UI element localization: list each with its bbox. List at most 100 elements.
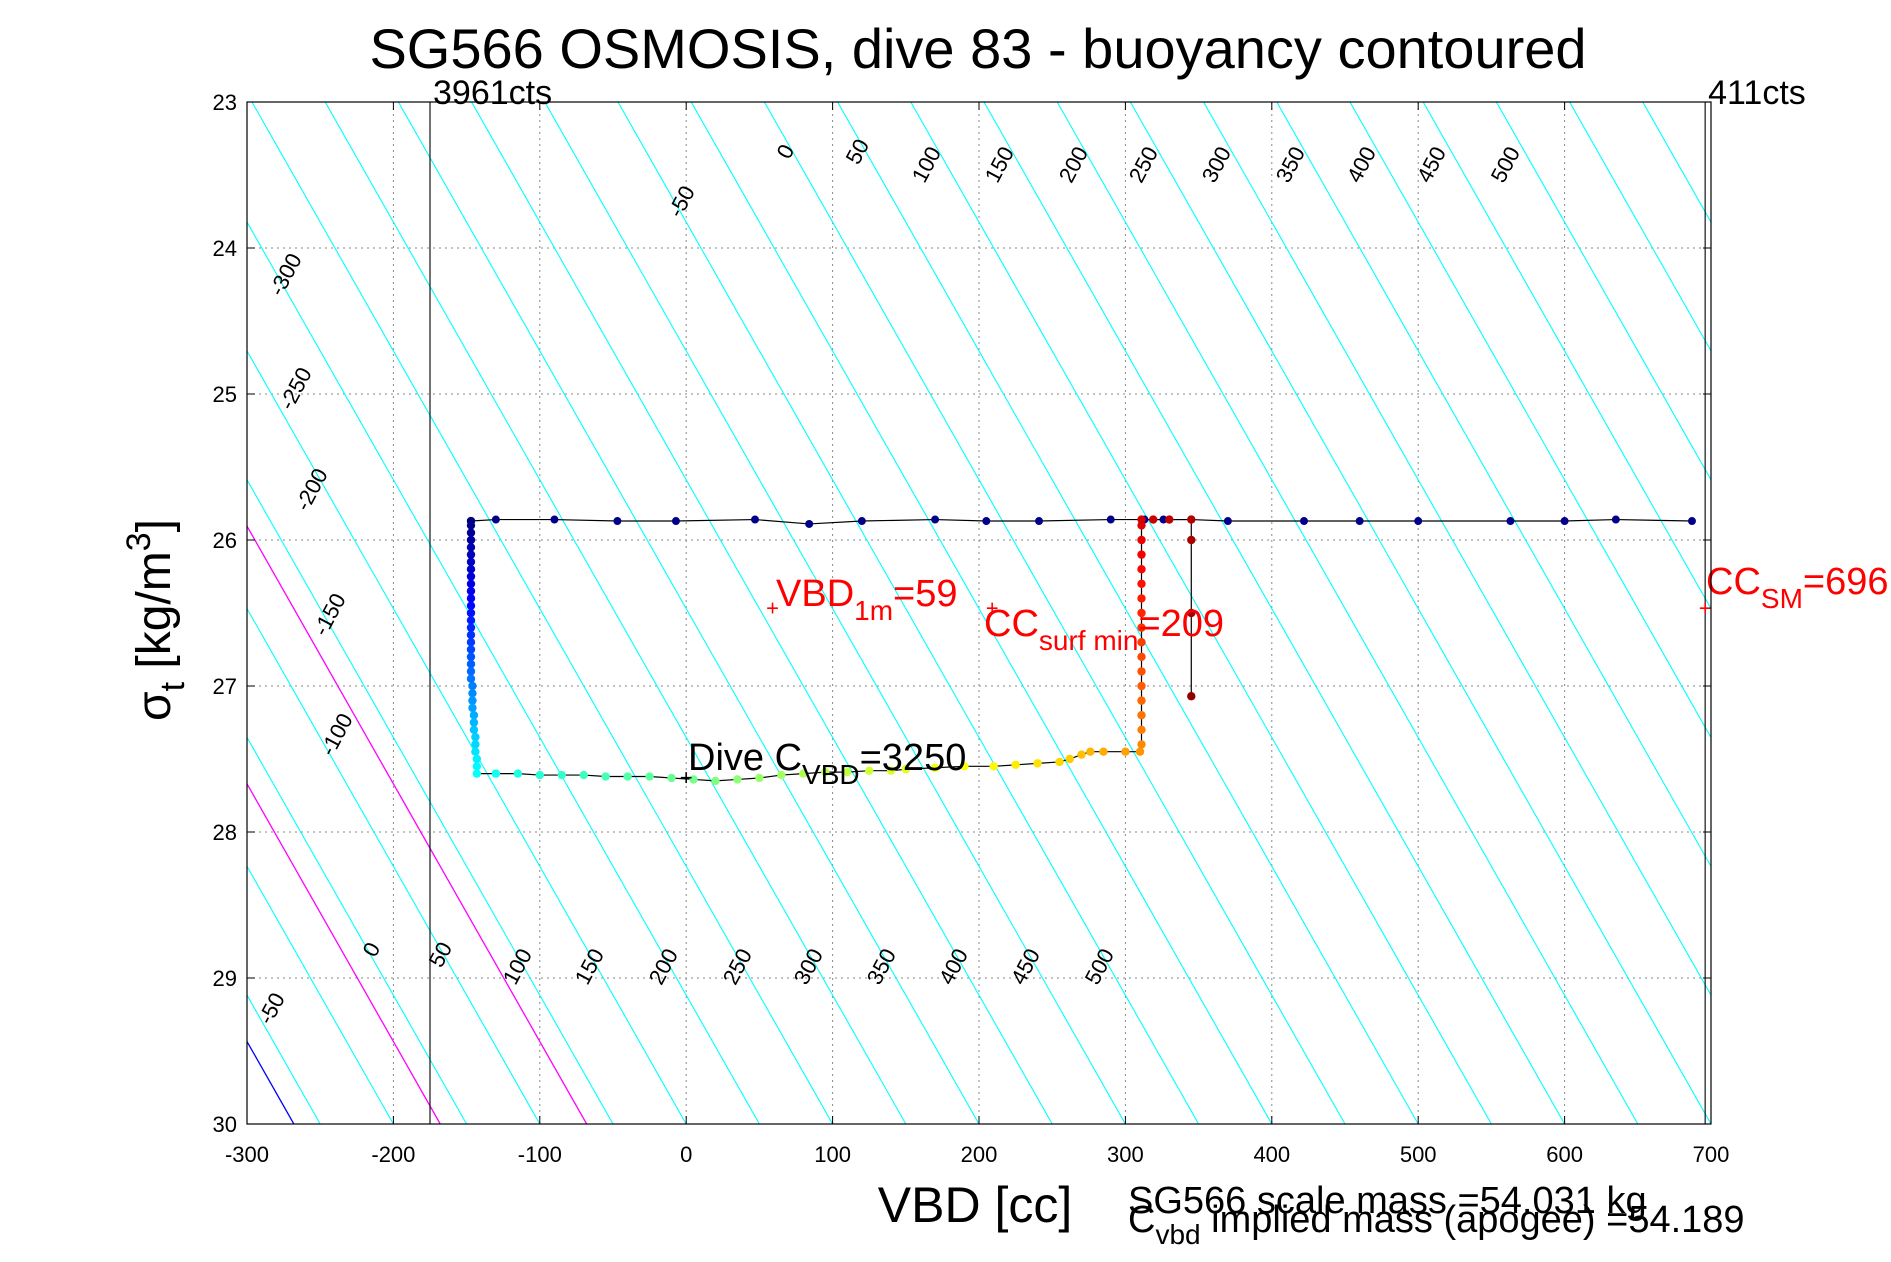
dive-point: [557, 770, 566, 780]
dive-point: [1055, 757, 1064, 767]
contour-line: [690, 102, 1273, 1124]
dive-point: [989, 762, 998, 771]
dive-point: [821, 767, 830, 777]
dive-point: [469, 718, 479, 727]
dive-point: [1135, 747, 1145, 756]
track-point: [1414, 517, 1423, 526]
contour-line: [983, 102, 1566, 1124]
dive-point: [1137, 696, 1146, 705]
contour-line: [1569, 102, 1711, 353]
track-point: [1035, 517, 1044, 526]
contour-line-highlight: [247, 524, 588, 1124]
dive-point: [466, 601, 476, 610]
y-tick-label: 28: [213, 820, 237, 845]
track-point: [1506, 517, 1515, 526]
dive-point: [466, 572, 476, 581]
dive-point: [901, 765, 910, 774]
contour-line: [1056, 102, 1639, 1124]
x-tick-label: -300: [225, 1142, 269, 1167]
y-axis-label-sup: 3: [120, 532, 158, 551]
dive-point: [1137, 740, 1146, 749]
dive-point: [471, 747, 480, 756]
dive-point: [930, 763, 940, 772]
contour-line: [247, 1122, 248, 1124]
contour-line-highlight: [247, 782, 441, 1124]
footer-scale-mass: SG566 scale mass =54.031 kg: [1128, 1180, 1647, 1222]
track-point: [751, 515, 760, 524]
annotation-sub: surf min: [1039, 625, 1139, 656]
y-tick-label: 26: [213, 528, 237, 553]
contour-line: [1129, 102, 1711, 1124]
dive-point: [466, 528, 476, 537]
dive-point: [1011, 760, 1020, 770]
track-point: [613, 517, 622, 526]
annotation-label: VBD1m=59: [776, 573, 958, 626]
dive-point: [1137, 594, 1146, 603]
dive-point: [689, 775, 698, 784]
dive-point: [466, 608, 476, 618]
dive-point: [466, 565, 476, 574]
footer-cvbd-main: C: [1128, 1199, 1155, 1241]
contour-line: [247, 865, 394, 1124]
dive-point: [1033, 759, 1042, 768]
y-axis-label-close: ]: [128, 519, 181, 532]
vertical-marker-label: 411cts: [1708, 74, 1806, 112]
y-tick-label: 29: [213, 966, 237, 991]
annotation-sub: 1m: [854, 595, 893, 626]
contour-line: [247, 478, 614, 1124]
dive-point: [468, 696, 477, 705]
y-axis-label-sub: t: [154, 681, 192, 691]
dive-point: [1137, 550, 1146, 559]
dive-point: [1187, 692, 1196, 701]
track-point: [1687, 517, 1696, 526]
dive-point: [466, 630, 476, 640]
contour-line: [544, 102, 1126, 1124]
annotation-tail: =59: [893, 573, 957, 615]
dive-point: [1187, 515, 1196, 524]
dive-point: [667, 773, 676, 783]
dive-point: [1137, 535, 1146, 545]
dive-point: [799, 769, 808, 778]
contour-line: [247, 349, 687, 1124]
track-point: [1106, 515, 1115, 524]
grid: [247, 102, 1711, 1124]
dive-point: [1187, 608, 1196, 618]
x-axis-label: VBD [cc]: [878, 1177, 1072, 1233]
annotation-marker: +: [766, 596, 779, 621]
track-point: [805, 519, 814, 528]
track-point: [550, 515, 559, 524]
contour-line: [1495, 102, 1711, 481]
dive-point: [468, 681, 477, 691]
annotation-marker: +: [680, 765, 693, 790]
contour-line: [247, 736, 468, 1124]
y-tick-label: 30: [213, 1112, 237, 1137]
x-tick-label: 600: [1546, 1142, 1583, 1167]
dive-point: [601, 772, 610, 781]
track-point: [671, 517, 680, 526]
dive-point: [466, 579, 476, 588]
dive-point: [777, 770, 786, 780]
dive-point: [466, 616, 476, 625]
dive-point: [733, 775, 742, 784]
annotation-label: CCSM=696: [1706, 561, 1888, 614]
annotation-tail: =696: [1803, 561, 1889, 603]
dive-point: [1137, 608, 1146, 618]
dive-point: [1137, 515, 1146, 524]
annotation-label: Dive CVBD=3250: [688, 737, 966, 790]
dive-point: [466, 674, 476, 683]
dive-point: [468, 703, 477, 713]
y-tick-label: 23: [213, 90, 237, 115]
x-tick-label: 200: [961, 1142, 998, 1167]
dive-point: [843, 767, 852, 777]
dive-point: [1086, 747, 1095, 756]
dive-point: [466, 557, 476, 567]
dive-point: [1137, 681, 1146, 691]
x-tick-label: -200: [371, 1142, 415, 1167]
dive-point: [1187, 535, 1196, 545]
dive-point: [466, 623, 476, 632]
dive-point: [466, 638, 476, 647]
annotation-main: Dive C: [688, 737, 802, 779]
dive-point: [579, 770, 588, 780]
annotation-label: CCsurf min=209: [984, 603, 1224, 656]
annotation-main: CC: [1706, 561, 1761, 603]
